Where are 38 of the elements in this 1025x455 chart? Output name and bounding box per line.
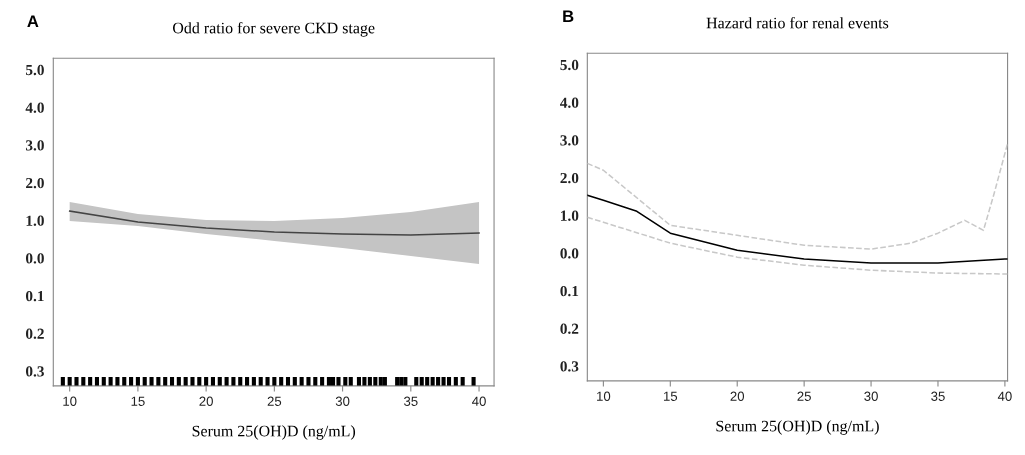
chart-title: Hazard ratio for renal events — [706, 16, 889, 29]
x-tick-label: 25 — [797, 391, 811, 401]
text: 3.0 — [560, 135, 579, 146]
x-tick-label: 40 — [997, 391, 1012, 401]
x-axis-title: Serum 25(OH)D (ng/mL) — [192, 425, 356, 440]
x-tick-label: 20 — [730, 391, 745, 401]
x-tick-label: 15 — [131, 396, 145, 406]
text: 0.1 — [25, 290, 44, 302]
text: A — [27, 15, 39, 27]
x-tick-label: 10 — [63, 396, 77, 406]
text: 0.0 — [560, 248, 579, 259]
text: 3.0 — [25, 140, 44, 151]
x-tick-label: 30 — [864, 391, 878, 401]
text: 1.0 — [26, 215, 44, 226]
text: 1.0 — [561, 210, 579, 221]
x-axis-title: Serum 25(OH)D (ng/mL) — [716, 420, 879, 435]
chart-title: Odd ratio for severe CKD stage — [172, 21, 375, 37]
x-tick-label: 25 — [267, 396, 282, 406]
x-tick-label: 20 — [199, 396, 213, 406]
text: 0.0 — [25, 253, 44, 264]
x-tick-label: 35 — [931, 391, 945, 401]
text: 2.0 — [26, 177, 44, 189]
text: 2.0 — [560, 172, 579, 184]
x-tick-label: 40 — [472, 396, 486, 406]
text: 4.0 — [25, 102, 44, 113]
text: B — [563, 10, 574, 22]
text: 0.1 — [560, 285, 579, 297]
text: 4.0 — [560, 97, 579, 108]
x-tick-label: 10 — [597, 391, 611, 401]
text: 0.3 — [25, 366, 44, 377]
text: 0.3 — [560, 361, 579, 372]
x-tick-label: 15 — [663, 391, 678, 401]
x-tick-label: 35 — [403, 396, 418, 406]
text: 0.2 — [560, 323, 579, 334]
text: 5.0 — [26, 64, 44, 76]
text: 5.0 — [560, 59, 579, 71]
x-tick-label: 30 — [335, 396, 350, 406]
text: 0.2 — [25, 328, 44, 339]
